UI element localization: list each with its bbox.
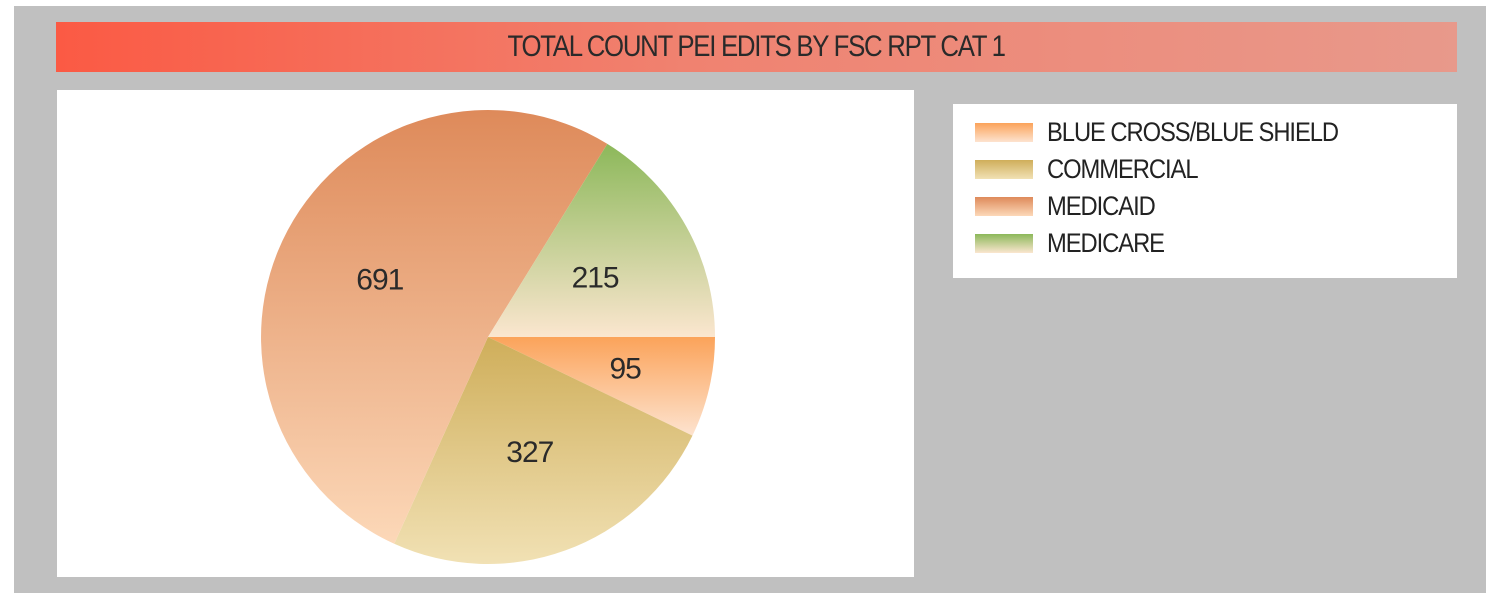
data-label-blue-cross-blue-shield: 95 bbox=[610, 352, 642, 385]
legend-label: MEDICARE bbox=[1047, 227, 1165, 258]
legend-swatch bbox=[975, 159, 1033, 179]
data-label-medicaid: 691 bbox=[356, 263, 403, 296]
legend-swatch bbox=[975, 196, 1033, 216]
legend: BLUE CROSS/BLUE SHIELD COMMERCIAL MEDICAID… bbox=[953, 104, 1457, 278]
pie-chart: 95 327 691 215 bbox=[261, 110, 715, 565]
data-label-commercial: 327 bbox=[506, 436, 553, 469]
chart-title: TOTAL COUNT PEI EDITS BY FSC RPT CAT 1 bbox=[507, 30, 1007, 63]
pie-slice-blue-cross-blue-shield[interactable] bbox=[488, 337, 715, 436]
plot-area: 95 327 691 215 bbox=[57, 90, 914, 577]
data-label-medicare: 215 bbox=[572, 261, 619, 294]
legend-label: MEDICAID bbox=[1047, 190, 1156, 221]
chart-title-bar: TOTAL COUNT PEI EDITS BY FSC RPT CAT 1 bbox=[56, 22, 1457, 72]
legend-label: COMMERCIAL bbox=[1047, 153, 1199, 184]
legend-label: BLUE CROSS/BLUE SHIELD bbox=[1047, 116, 1339, 147]
pie-slice-commercial[interactable] bbox=[394, 337, 693, 565]
legend-item-commercial[interactable]: COMMERCIAL bbox=[975, 153, 1218, 185]
pie-slice-medicare[interactable] bbox=[488, 143, 715, 337]
legend-item-blue-cross-blue-shield[interactable]: BLUE CROSS/BLUE SHIELD bbox=[975, 116, 1378, 148]
legend-item-medicaid[interactable]: MEDICAID bbox=[975, 190, 1169, 222]
legend-item-medicare[interactable]: MEDICARE bbox=[975, 227, 1180, 259]
pie-slice-medicaid[interactable] bbox=[261, 110, 608, 544]
legend-swatch bbox=[975, 233, 1033, 253]
legend-swatch bbox=[975, 122, 1033, 142]
